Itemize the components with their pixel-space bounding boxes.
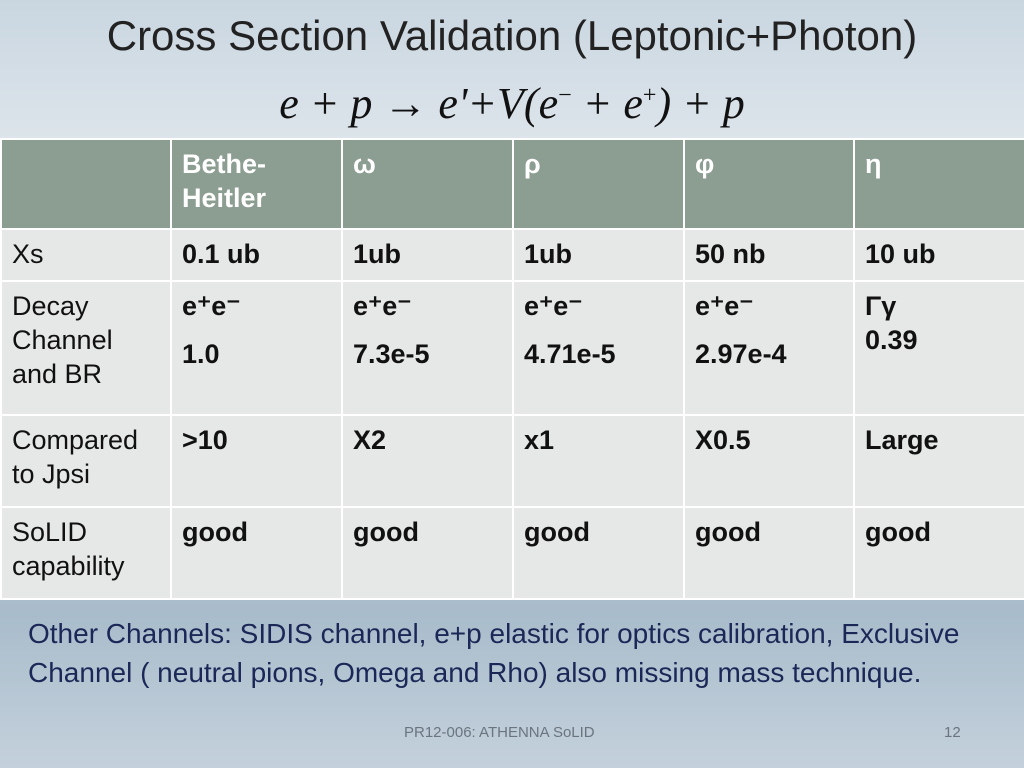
- table-cell: Xs: [0, 228, 172, 282]
- table-cell: 1ub: [512, 228, 685, 282]
- table-cell: good: [683, 506, 855, 600]
- cell-line: e⁺e⁻: [353, 291, 412, 321]
- cell-line: 1ub: [353, 239, 402, 269]
- cell-line: e⁺e⁻: [695, 291, 754, 321]
- formula: e + p → e'+V(e− + e+) + p: [0, 78, 1024, 129]
- table-cell: X0.5: [683, 414, 855, 508]
- header-cell: Bethe-Heitler: [170, 138, 343, 230]
- footer: PR12-006: ATHENNA SoLID: [404, 724, 595, 741]
- table-cell: Γγ 0.39: [853, 280, 1024, 416]
- header-text: η: [865, 149, 882, 179]
- table-row: Compared to Jpsi >10 X2 x1 X0.5 Large: [0, 414, 1024, 508]
- table-row: Decay Channel and BR e⁺e⁻ 1.0 e⁺e⁻ 7.3e-5 e⁺e…: [0, 280, 1024, 416]
- table-cell: 50 nb: [683, 228, 855, 282]
- cell-line: e⁺e⁻: [182, 291, 241, 321]
- cell-line: good: [182, 517, 248, 547]
- cell-line: 1ub: [524, 239, 573, 269]
- table-cell: SoLID capability: [0, 506, 172, 600]
- cell-line: good: [353, 517, 419, 547]
- table-cell: Large: [853, 414, 1024, 508]
- cell-line: Compared to Jpsi: [12, 425, 139, 489]
- cell-line: 0.39: [865, 324, 918, 355]
- formula-part: e + p → e'+V(e: [279, 79, 559, 128]
- cell-line: 7.3e-5: [353, 338, 430, 369]
- cell-line: SoLID capability: [12, 517, 125, 581]
- cell-line: 0.1 ub: [182, 239, 261, 269]
- header-cell: [0, 138, 172, 230]
- note: Other Channels: SIDIS channel, e+p elast…: [28, 618, 960, 689]
- formula-sup: −: [558, 82, 572, 109]
- cell-line: Decay Channel and BR: [12, 291, 113, 389]
- formula-part: ) + p: [656, 79, 745, 128]
- header-cell: ω: [341, 138, 514, 230]
- cell-line: 1.0: [182, 338, 220, 369]
- cell-line: X0.5: [695, 425, 751, 455]
- table-cell: good: [512, 506, 685, 600]
- slide-title: Cross Section Validation (Leptonic+Photo…: [106, 12, 918, 59]
- cell-line: X2: [353, 425, 387, 455]
- table-row: SoLID capability good good good good good: [0, 506, 1024, 600]
- formula-sup: +: [642, 82, 657, 109]
- header-cell: φ: [683, 138, 855, 230]
- table-cell: 0.1 ub: [170, 228, 343, 282]
- header-text: ω: [353, 149, 376, 179]
- table-cell: good: [341, 506, 514, 600]
- table-cell: x1: [512, 414, 685, 508]
- table-cell: >10: [170, 414, 343, 508]
- cell-line: Xs: [12, 239, 44, 269]
- table-cell: e⁺e⁻ 4.71e-5: [512, 280, 685, 416]
- header-text: ρ: [524, 149, 541, 179]
- table-cell: good: [170, 506, 343, 600]
- cell-line: 2.97e-4: [695, 338, 787, 369]
- table-row: Xs 0.1 ub 1ub 1ub 50 nb 10 ub: [0, 228, 1024, 282]
- cell-line: good: [865, 517, 931, 547]
- header-text: φ: [695, 149, 715, 179]
- cell-line: >10: [182, 425, 228, 455]
- page-number: 12: [944, 724, 961, 741]
- table-cell: e⁺e⁻ 2.97e-4: [683, 280, 855, 416]
- cell-line: 10 ub: [865, 239, 936, 269]
- header-text: Bethe-Heitler: [182, 149, 267, 213]
- cell-line: 50 nb: [695, 239, 766, 269]
- formula-part: + e: [571, 79, 643, 128]
- table-cell: good: [853, 506, 1024, 600]
- table-cell: X2: [341, 414, 514, 508]
- header-cell: ρ: [512, 138, 685, 230]
- header-cell: η: [853, 138, 1024, 230]
- table-cell: Decay Channel and BR: [0, 280, 172, 416]
- table-cell: Compared to Jpsi: [0, 414, 172, 508]
- table-cell: 1ub: [341, 228, 514, 282]
- table-cell: e⁺e⁻ 1.0: [170, 280, 343, 416]
- cell-line: e⁺e⁻: [524, 291, 583, 321]
- header-row: Bethe-Heitler ω ρ φ η: [0, 138, 1024, 230]
- table-cell: 10 ub: [853, 228, 1024, 282]
- table: Bethe-Heitler ω ρ φ η Xs 0.1 ub 1ub 1ub 50 nb 10 u…: [0, 138, 1024, 600]
- cell-line: good: [524, 517, 590, 547]
- cell-line: 4.71e-5: [524, 338, 616, 369]
- table-cell: e⁺e⁻ 7.3e-5: [341, 280, 514, 416]
- cell-line: x1: [524, 425, 555, 455]
- cell-line: Large: [865, 425, 939, 455]
- cell-line: good: [695, 517, 761, 547]
- cell-line: Γγ: [865, 291, 897, 321]
